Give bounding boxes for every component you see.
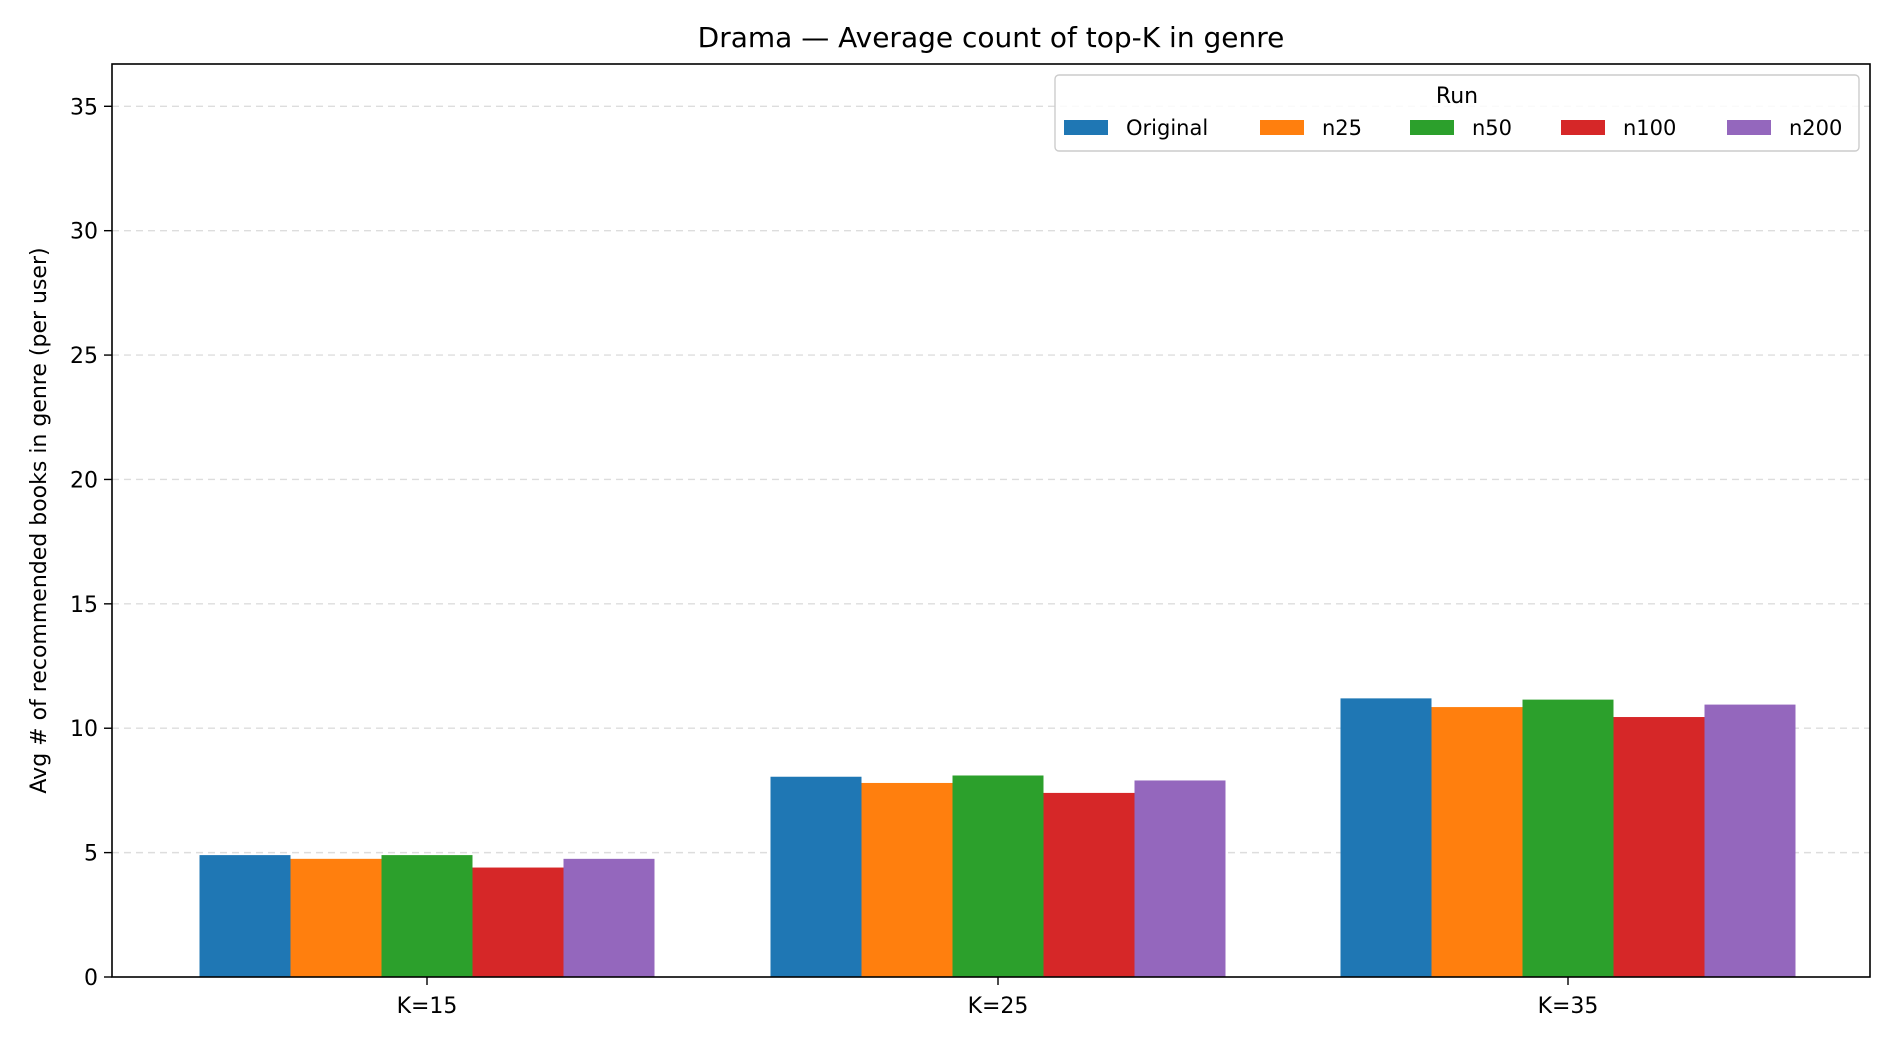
y-tick-label: 20 [70,468,98,493]
legend-label-n100: n100 [1623,116,1676,140]
x-tick-label: K=35 [1538,994,1599,1019]
legend-swatch-n25 [1260,120,1304,135]
bar-n100-k15 [472,867,564,977]
x-tick-label: K=25 [968,994,1029,1019]
legend-swatch-n50 [1410,120,1454,135]
bar-n200-k35 [1704,704,1796,977]
bar-original-k25 [770,776,862,977]
bars [199,698,1796,977]
y-tick-label: 25 [70,344,98,369]
bar-original-k15 [199,855,291,977]
bar-n50-k35 [1522,699,1614,977]
legend-swatch-n200 [1727,120,1771,135]
plot-frame [111,63,1871,978]
x-tick-label: K=15 [397,994,458,1019]
y-tick-label: 10 [70,717,98,742]
y-tick-label: 35 [70,95,98,120]
y-axis-label: Avg # of recommended books in genre (per… [27,247,52,793]
bar-n100-k25 [1043,792,1135,977]
y-tick-label: 5 [84,842,98,867]
legend-swatch-original [1064,120,1108,135]
bar-original-k35 [1340,698,1432,977]
y-tick-label: 15 [70,593,98,618]
legend-box [1054,74,1860,152]
bar-n200-k15 [563,858,655,977]
bar-n50-k25 [952,775,1044,977]
legend-swatch-n100 [1561,120,1605,135]
bar-n25-k35 [1431,707,1523,977]
bar-n25-k15 [290,858,382,977]
bar-n50-k15 [381,855,473,977]
legend-label-n50: n50 [1472,116,1512,140]
legend-title: Run [1436,84,1478,109]
bar-n25-k25 [861,782,953,977]
bar-n100-k35 [1613,717,1705,977]
legend-label-n25: n25 [1322,116,1362,140]
chart-title: Drama — Average count of top-K in genre [698,21,1285,54]
ticks: 0 5 10 15 20 25 30 35 K=15 K=25 K=35 [70,95,1598,1019]
y-tick-label: 30 [70,220,98,245]
legend-label-n200: n200 [1789,116,1842,140]
legend-label-original: Original [1126,116,1208,140]
bar-n200-k25 [1134,780,1226,977]
legend: Run Original n25 n50 n100 n200 [1054,74,1860,152]
y-tick-label: 0 [84,966,98,991]
